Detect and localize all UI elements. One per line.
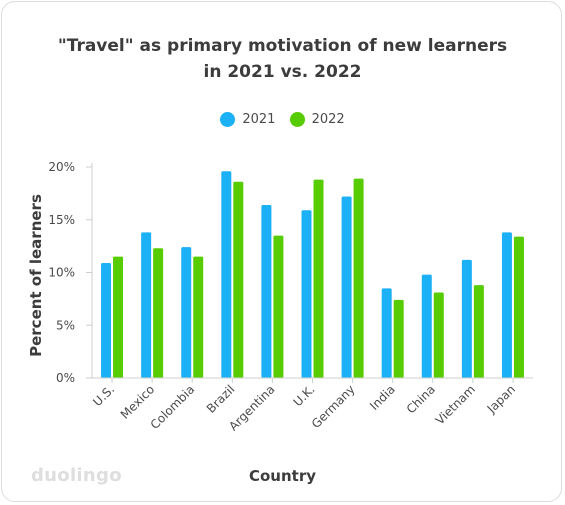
- duolingo-logo: duolingo: [31, 465, 122, 486]
- chart-title: "Travel" as primary motivation of new le…: [0, 33, 565, 85]
- bar-2021-mexico: [141, 232, 152, 378]
- x-tick-label-u-s: U.S.: [90, 382, 117, 409]
- legend-swatch-2021: [220, 112, 236, 127]
- bar-2022-china: [433, 292, 444, 378]
- chart-title-line-1: "Travel" as primary motivation of new le…: [57, 36, 508, 56]
- bar-2022-mexico: [153, 248, 164, 378]
- y-tick-label: 20%: [48, 160, 75, 174]
- x-tick-label-vietnam: Vietnam: [433, 382, 478, 427]
- chart-title-line-2: in 2021 vs. 2022: [203, 62, 362, 82]
- x-tick-label-japan: Japan: [484, 382, 518, 416]
- bar-2022-u-k: [313, 179, 324, 378]
- y-tick-label: 10%: [48, 266, 75, 280]
- bar-2021-japan: [501, 232, 512, 378]
- bar-2022-germany: [353, 178, 364, 378]
- bar-2022-u-s: [113, 256, 124, 378]
- y-tick-label: 15%: [48, 213, 75, 227]
- bar-2021-brazil: [221, 171, 232, 378]
- chart-legend: 2021 2022: [0, 112, 565, 131]
- y-axis-title: Percent of learners: [27, 194, 45, 357]
- bar-2021-vietnam: [461, 259, 472, 378]
- bar-2021-colombia: [181, 247, 192, 378]
- x-tick-label-brazil: Brazil: [204, 382, 238, 416]
- bar-2021-china: [421, 274, 432, 378]
- bar-2021-argentina: [261, 204, 272, 378]
- bar-2022-colombia: [193, 256, 204, 378]
- x-tick-label-germany: Germany: [309, 382, 358, 431]
- y-tick-label: 0%: [56, 371, 75, 385]
- bar-2021-india: [381, 288, 392, 378]
- y-tick-label: 5%: [56, 318, 75, 332]
- x-axis-title: Country: [249, 467, 316, 485]
- bar-2022-vietnam: [473, 285, 484, 378]
- legend-item-2021: 2021: [220, 112, 275, 127]
- bar-2022-brazil: [233, 181, 244, 378]
- bar-2022-japan: [513, 236, 524, 378]
- x-tick-label-india: India: [367, 382, 398, 413]
- bar-2021-u-s: [101, 263, 112, 378]
- bar-2021-germany: [341, 196, 352, 378]
- x-tick-label-mexico: Mexico: [118, 382, 158, 422]
- legend-swatch-2022: [289, 112, 305, 127]
- legend-label-2022: 2022: [311, 112, 345, 127]
- bar-2022-india: [393, 299, 404, 378]
- x-tick-label-colombia: Colombia: [148, 382, 198, 432]
- legend-item-2022: 2022: [289, 112, 345, 127]
- legend-label-2021: 2021: [242, 112, 276, 127]
- bar-2021-u-k: [301, 210, 312, 378]
- bar-2022-argentina: [273, 235, 284, 378]
- x-tick-label-china: China: [404, 382, 438, 416]
- x-tick-label-u-k: U.K.: [291, 382, 318, 409]
